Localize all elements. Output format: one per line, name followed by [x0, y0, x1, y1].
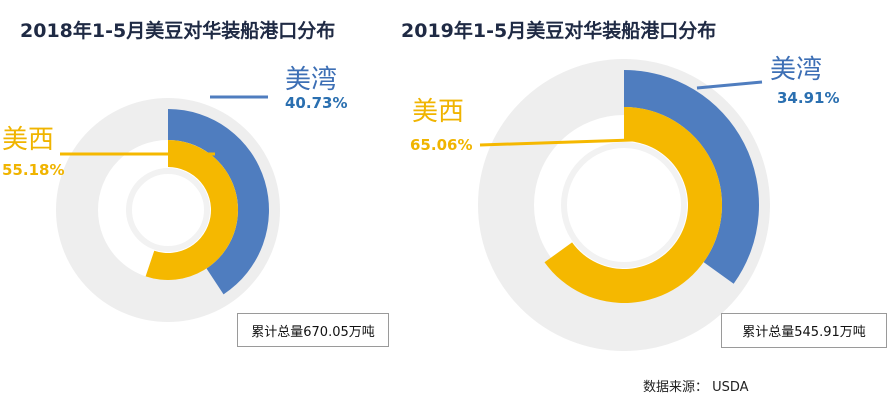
leader-line-pnw-2019: [479, 138, 633, 147]
data-label-gulf-2019: 34.91%: [777, 89, 839, 107]
data-label-pnw-2019: 65.06%: [410, 136, 472, 154]
total-volume-2018: 累计总量670.05万吨: [237, 313, 389, 347]
series-label-pnw-2019: 美西: [412, 97, 464, 127]
inner-ring-track-2018: [126, 168, 210, 252]
data-label-pnw-2018: 55.18%: [2, 161, 64, 179]
leader-line-gulf-2019: [696, 80, 763, 90]
arc-gulf-2019: [624, 70, 759, 284]
series-label-pnw-2018: 美西: [2, 125, 54, 155]
total-volume-2019: 累计总量545.91万吨: [721, 313, 887, 348]
chart-title-2018: 2018年1-5月美豆对华装船港口分布: [20, 20, 336, 42]
data-label-gulf-2018: 40.73%: [285, 94, 347, 112]
inner-ring-track-2019: [561, 142, 687, 268]
data-source-note: 数据来源： USDA: [643, 380, 749, 395]
arc-gulf-2018: [168, 109, 269, 295]
arc-pnw-2018: [145, 140, 238, 280]
chart-title-2019: 2019年1-5月美豆对华装船港口分布: [401, 20, 717, 42]
series-label-gulf-2019: 美湾: [770, 55, 822, 85]
series-label-gulf-2018: 美湾: [285, 65, 337, 95]
arc-pnw-2019: [544, 106, 722, 303]
